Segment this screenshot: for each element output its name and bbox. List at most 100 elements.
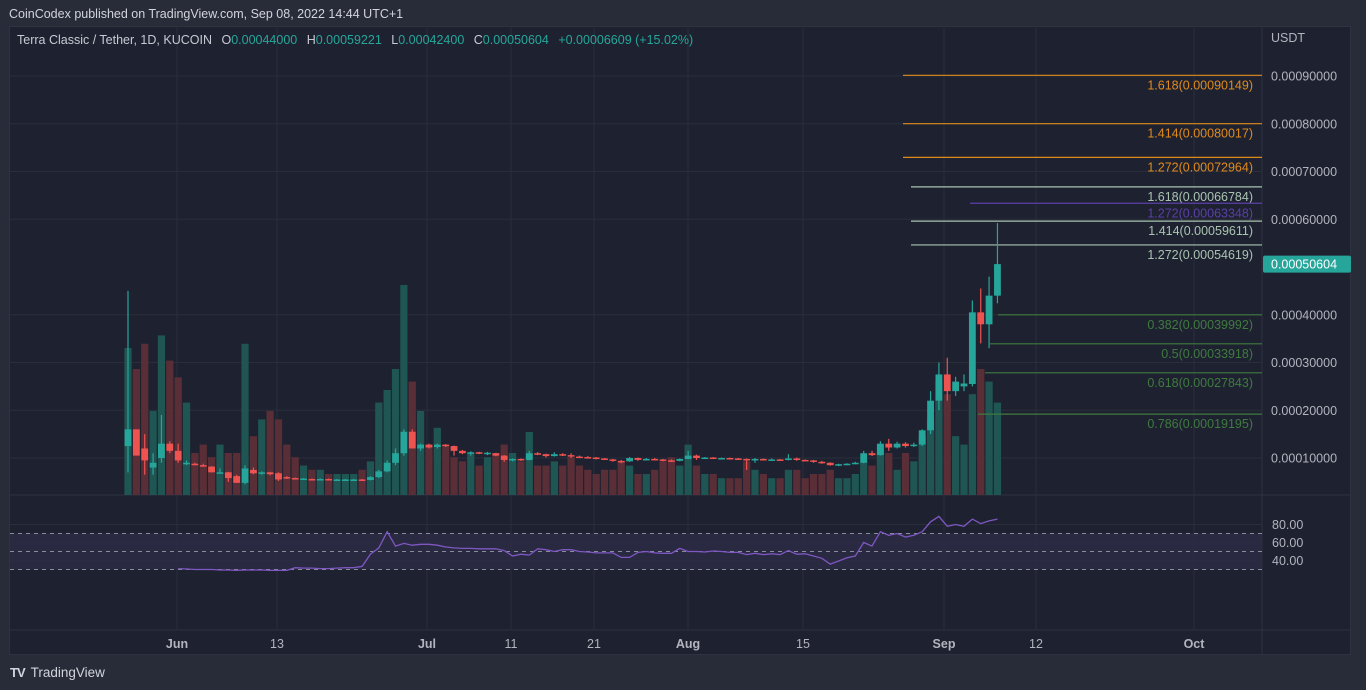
candle-body[interactable] (450, 446, 458, 451)
candle-body[interactable] (785, 458, 792, 460)
candle-body[interactable] (233, 476, 241, 483)
candle-body[interactable] (283, 477, 291, 479)
candle-body[interactable] (484, 452, 491, 455)
candle-body[interactable] (935, 374, 943, 401)
candle-body[interactable] (693, 455, 700, 458)
candle-body[interactable] (885, 443, 893, 448)
candle-body[interactable] (910, 444, 918, 447)
candle-body[interactable] (509, 458, 516, 461)
candle-body[interactable] (341, 479, 349, 481)
candle-body[interactable] (216, 472, 224, 474)
candle-body[interactable] (659, 459, 667, 461)
candle-body[interactable] (392, 453, 399, 463)
candle-body[interactable] (132, 429, 140, 456)
candle-body[interactable] (893, 443, 901, 448)
candle-body[interactable] (350, 479, 358, 481)
candle-body[interactable] (968, 312, 976, 384)
candle-body[interactable] (258, 472, 266, 474)
candle-body[interactable] (517, 458, 525, 461)
candle-body[interactable] (601, 458, 608, 460)
candle-body[interactable] (333, 479, 341, 481)
candle-body[interactable] (943, 374, 951, 392)
candle-body[interactable] (584, 457, 592, 459)
candle-body[interactable] (492, 453, 500, 456)
candle-body[interactable] (559, 454, 567, 456)
candle-body[interactable] (818, 461, 826, 464)
candle-body[interactable] (960, 383, 968, 387)
candle-body[interactable] (166, 443, 174, 451)
candle-body[interactable] (868, 453, 876, 456)
candle-body[interactable] (400, 431, 408, 454)
candle-body[interactable] (266, 472, 274, 475)
candle-body[interactable] (191, 463, 199, 466)
candle-body[interactable] (467, 452, 475, 454)
tradingview-footer[interactable]: TV TradingView (10, 665, 105, 680)
candle-body[interactable] (383, 462, 391, 472)
candle-body[interactable] (275, 473, 282, 480)
candle-body[interactable] (174, 450, 182, 461)
candle-body[interactable] (776, 459, 784, 461)
candle-body[interactable] (985, 295, 993, 325)
candle-body[interactable] (977, 312, 985, 325)
candle-body[interactable] (316, 479, 324, 481)
candle-body[interactable] (433, 444, 441, 448)
candle-body[interactable] (500, 455, 508, 460)
candle-body[interactable] (576, 456, 583, 459)
candle-body[interactable] (609, 459, 617, 461)
candle-body[interactable] (743, 458, 751, 461)
candle-body[interactable] (709, 457, 717, 460)
candle-body[interactable] (250, 469, 257, 474)
candle-body[interactable] (425, 444, 433, 448)
candle-body[interactable] (208, 466, 215, 473)
candle-body[interactable] (684, 455, 692, 459)
candle-body[interactable] (634, 458, 642, 460)
candle-body[interactable] (542, 454, 550, 457)
candle-body[interactable] (534, 453, 542, 455)
candle-body[interactable] (918, 430, 926, 445)
candle-body[interactable] (417, 444, 424, 449)
candle-body[interactable] (701, 457, 709, 460)
candle-body[interactable] (759, 458, 767, 461)
candle-body[interactable] (199, 465, 207, 467)
candle-body[interactable] (826, 462, 834, 466)
candle-body[interactable] (751, 458, 759, 461)
candle-body[interactable] (442, 444, 450, 447)
candle-body[interactable] (241, 468, 249, 483)
candle-body[interactable] (141, 448, 149, 461)
candle-body[interactable] (801, 459, 809, 462)
candle-body[interactable] (860, 453, 868, 463)
candle-body[interactable] (475, 452, 483, 454)
candle-body[interactable] (851, 462, 859, 465)
candle-body[interactable] (149, 462, 157, 468)
candle-body[interactable] (592, 457, 600, 460)
candle-body[interactable] (358, 479, 366, 481)
candle-body[interactable] (308, 479, 316, 481)
candle-body[interactable] (124, 429, 132, 447)
candle-body[interactable] (843, 463, 851, 466)
candle-body[interactable] (224, 472, 232, 479)
candle-body[interactable] (835, 464, 842, 466)
candle-body[interactable] (567, 455, 575, 457)
candle-body[interactable] (367, 477, 374, 480)
candle-body[interactable] (291, 478, 299, 480)
candle-body[interactable] (927, 400, 934, 431)
candle-body[interactable] (810, 460, 817, 462)
candle-body[interactable] (525, 453, 533, 460)
candle-body[interactable] (651, 458, 659, 461)
candle-body[interactable] (375, 471, 383, 478)
candle-body[interactable] (668, 460, 675, 462)
candle-body[interactable] (183, 462, 190, 465)
candle-body[interactable] (793, 458, 801, 460)
candle-body[interactable] (994, 264, 1001, 296)
candle-body[interactable] (768, 459, 776, 461)
candle-body[interactable] (617, 460, 625, 463)
candle-body[interactable] (459, 450, 466, 454)
candle-body[interactable] (300, 478, 307, 481)
candle-body[interactable] (550, 454, 558, 457)
candle-body[interactable] (902, 443, 909, 447)
candle-body[interactable] (734, 458, 742, 460)
candle-body[interactable] (325, 479, 333, 481)
symbol-name[interactable]: Terra Classic / Tether, 1D, KUCOIN (17, 33, 212, 47)
candle-body[interactable] (642, 458, 650, 461)
